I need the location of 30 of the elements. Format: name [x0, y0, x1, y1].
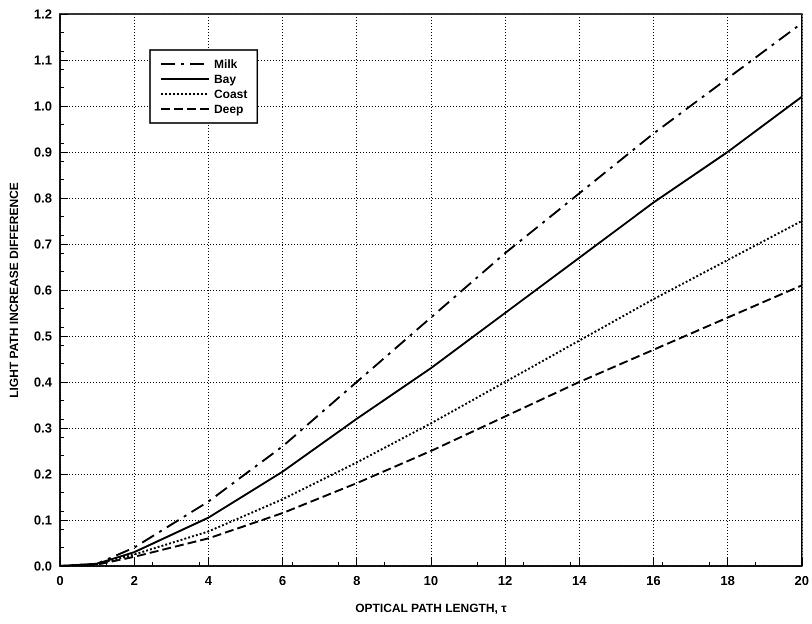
y-tick-label: 0.9 [34, 144, 52, 160]
text: 0.0 [34, 558, 52, 574]
x-tick-label: 2 [130, 573, 138, 588]
x-tick-label: 16 [646, 573, 661, 588]
x-tick-label: 18 [720, 573, 735, 588]
text: 1.0 [34, 98, 52, 114]
y-tick-label: 0.7 [34, 236, 52, 252]
y-tick-label: 0.5 [34, 328, 52, 344]
y-tick-label: 1.2 [34, 6, 52, 22]
x-tick-label: 4 [204, 573, 213, 588]
legend-label: Milk [214, 57, 238, 71]
x-tick-label: 10 [424, 573, 438, 588]
y-tick-label: 1.1 [34, 52, 52, 68]
x-tick-label: 12 [498, 573, 512, 588]
y-tick-label: 0.6 [34, 282, 52, 298]
x-tick-label: 20 [794, 573, 810, 588]
x-tick-label: 0 [56, 573, 64, 588]
x-axis-title: OPTICAL PATH LENGTH, τ [355, 601, 508, 615]
y-tick-label: 0.8 [34, 190, 52, 206]
y-tick-label: 0.3 [34, 420, 52, 436]
legend-label: Coast [214, 87, 248, 101]
y-axis-title: LIGHT PATH INCREASE DIFFERENCE [7, 182, 21, 398]
x-tick-label: 8 [353, 573, 360, 588]
legend-label: Bay [214, 72, 236, 86]
x-tick-label: 14 [572, 573, 588, 588]
y-tick-label: 0.1 [34, 512, 52, 528]
y-tick-label: 0.2 [34, 466, 52, 482]
legend-label: Deep [214, 102, 244, 116]
y-tick-label: 0.4 [34, 374, 53, 390]
x-tick-label: 6 [278, 573, 286, 588]
